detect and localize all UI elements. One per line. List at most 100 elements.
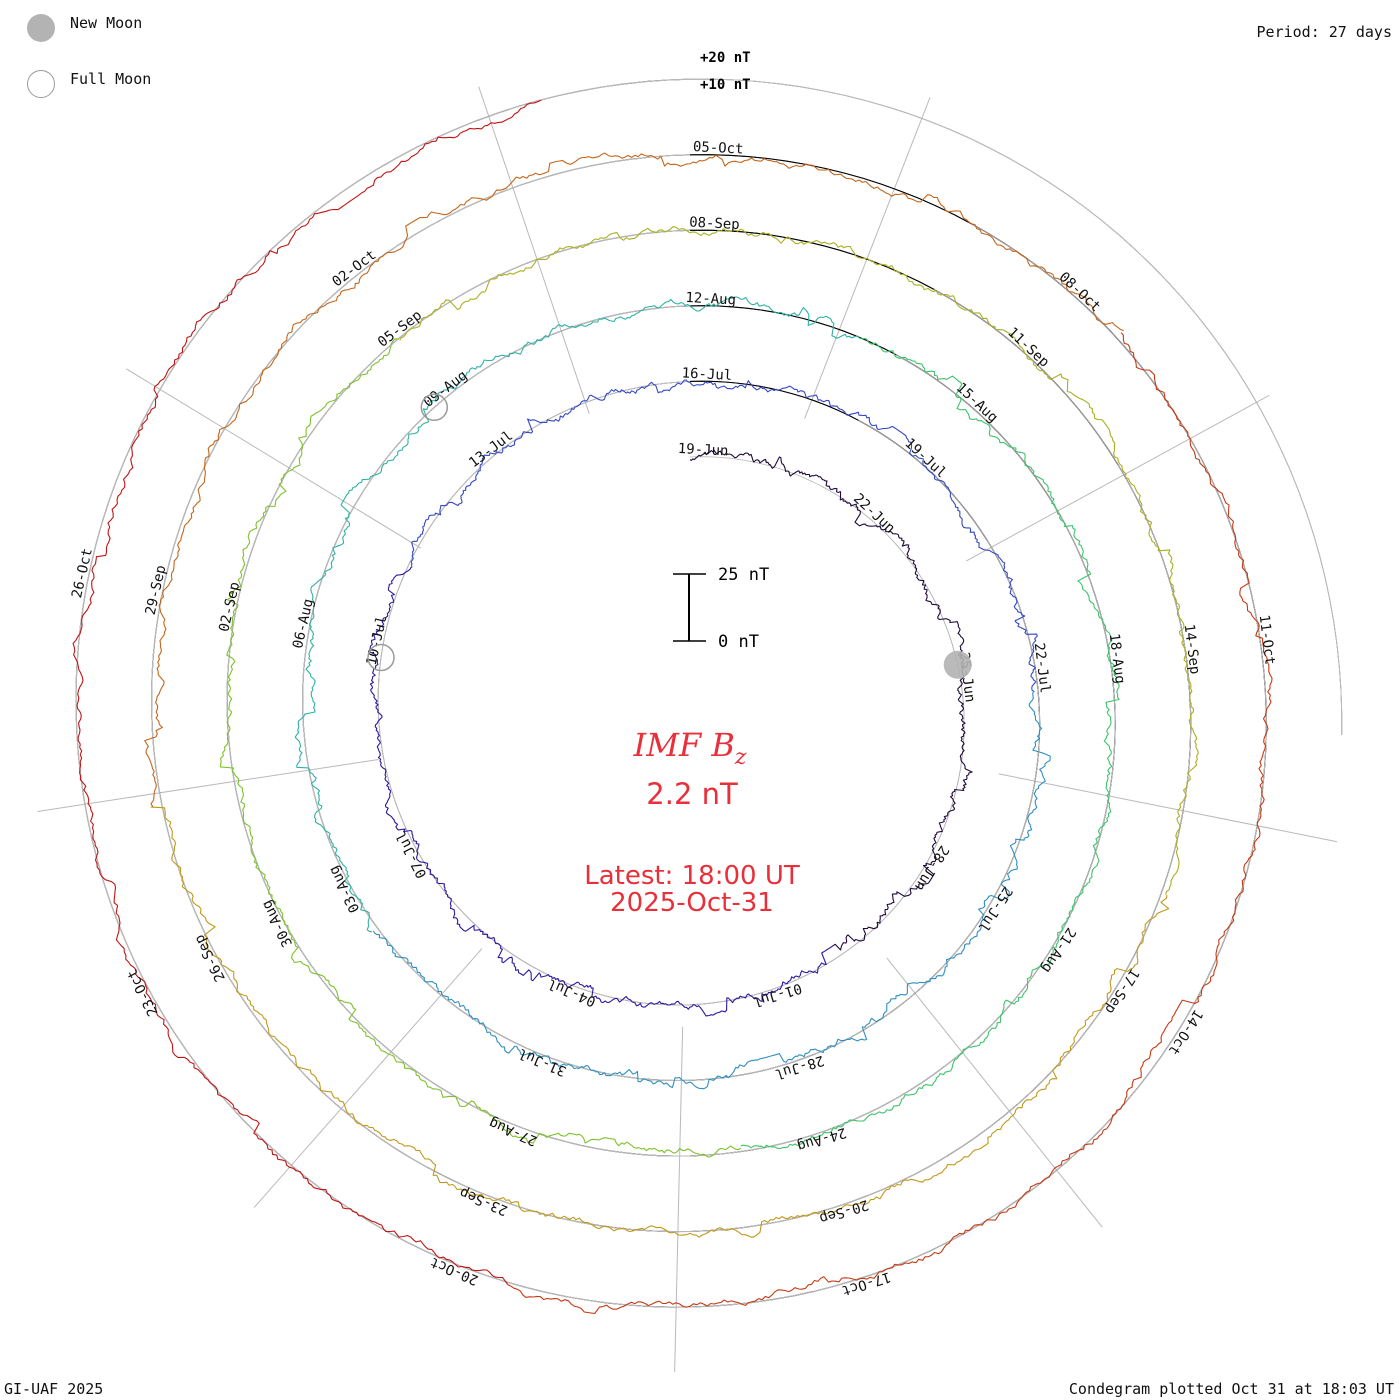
grid-ring-52 <box>75 78 1343 1308</box>
latest-date: 2025-Oct-31 <box>610 888 774 918</box>
bz-series-segment-10 <box>507 332 1273 1315</box>
grid-ring-53 <box>75 78 1343 1308</box>
date-tick-label-4-5: 20-Oct <box>428 1253 481 1287</box>
date-tick-label-4-0: 05-Oct <box>693 139 744 158</box>
date-tick-label-2-3: 21-Aug <box>1038 924 1079 975</box>
bz-series-segment-2 <box>410 379 1038 693</box>
date-tick-label-2-5: 27-Aug <box>487 1114 540 1148</box>
bz-series-segment-0 <box>689 449 973 951</box>
bz-series-segment-9 <box>144 152 1124 807</box>
zero-baseline-24 <box>226 229 1116 1157</box>
bz-series-segment-5 <box>740 337 1120 1150</box>
scale-bar: 25 nT 0 nT <box>673 565 769 652</box>
date-tick-label-2-6: 30-Aug <box>259 897 296 949</box>
date-tick-label-0-5: 04-Jul <box>545 975 598 1009</box>
grid-ring-49 <box>75 78 1267 1308</box>
date-tick-label-1-0: 16-Jul <box>681 365 732 384</box>
bz-series-segment-8 <box>150 806 1170 1238</box>
date-tick-label-1-7: 06-Aug <box>290 597 317 650</box>
date-tick-label-3-0: 08-Sep <box>689 215 740 234</box>
date-tick-label-1-8: 09-Aug <box>421 368 471 411</box>
radial-grid-line-4 <box>674 1026 684 1372</box>
date-tick-label-3-6: 26-Sep <box>191 932 228 984</box>
moon-layer <box>367 393 972 679</box>
date-tick-label-3-8: 02-Oct <box>329 247 379 290</box>
date-tick-label-2-0: 12-Aug <box>685 290 736 309</box>
date-tick-label-0-4: 01-Jul <box>751 980 804 1010</box>
date-tick-label-3-2: 14-Sep <box>1181 623 1203 675</box>
date-tick-label-2-2: 18-Aug <box>1106 633 1128 685</box>
grid-ring-51 <box>75 78 1343 1308</box>
period-label: Period: 27 days <box>1256 23 1392 41</box>
date-tick-label-3-4: 20-Sep <box>817 1196 870 1226</box>
new-moon-legend-icon <box>27 14 55 42</box>
grid-ring-13 <box>302 305 1041 1081</box>
bz-series-segment-6 <box>219 338 742 1158</box>
grid-ring-59 <box>376 78 1343 735</box>
series-layer <box>72 99 1273 1315</box>
grid-ring-55 <box>75 78 1343 1234</box>
center-title-subscript: z <box>734 745 747 770</box>
center-title-main: IMF B <box>633 726 735 764</box>
scale-label-plus10: +10 nT <box>700 77 751 93</box>
latest-time: Latest: 18:00 UT <box>584 861 800 891</box>
grid-layer <box>37 78 1343 1372</box>
date-tick-label-2-8: 05-Sep <box>375 307 425 350</box>
radial-grid-line-1 <box>966 394 1270 562</box>
date-tick-label-4-4: 17-Oct <box>840 1268 893 1298</box>
date-tick-label-4-2: 11-Oct <box>1256 614 1278 666</box>
date-tick-label-0-8: 13-Jul <box>466 428 516 471</box>
full-moon-marker-1 <box>367 643 395 672</box>
date-tick-label-0-0: 19-Jun <box>677 441 728 460</box>
grid-ring-57 <box>75 78 1343 735</box>
date-tick-label-4-1: 08-Oct <box>1056 269 1104 315</box>
full-moon-marker-3 <box>420 393 449 422</box>
grid-ring-41 <box>151 154 1267 1233</box>
bz-series-segment-4 <box>294 296 860 933</box>
grid-ring-14 <box>302 305 1053 1081</box>
scale-label-plus20: +20 nT <box>700 50 751 66</box>
date-tick-label-0-1: 22-Jun <box>850 491 898 537</box>
bz-series-segment-7 <box>399 226 1199 895</box>
date-tick-label-2-4: 24-Aug <box>795 1124 848 1154</box>
date-tick-label-3-5: 23-Sep <box>457 1184 510 1218</box>
date-tick-label-0-3: 28-Jun <box>911 842 952 893</box>
center-readout: IMF Bz 2.2 nT Latest: 18:00 UT 2025-Oct-… <box>584 726 800 918</box>
new-moon-legend-label: New Moon <box>70 14 143 32</box>
radial-grid-line-7 <box>125 368 422 549</box>
date-tick-label-1-1: 19-Jul <box>901 435 949 481</box>
grid-ring-11 <box>302 365 1041 1081</box>
date-tick-label-2-7: 02-Sep <box>216 580 243 633</box>
radial-grid-line-6 <box>37 758 379 812</box>
grid-ring-26 <box>226 229 1119 1157</box>
radial-grid-line-3 <box>886 957 1103 1228</box>
grid-ring-54 <box>75 78 1343 1308</box>
radial-grid-line-5 <box>253 948 483 1208</box>
bz-series-segment-11 <box>72 99 542 1285</box>
date-tick-label-3-3: 17-Sep <box>1101 965 1142 1016</box>
date-tick-label-1-2: 22-Jul <box>1031 642 1053 694</box>
credit-label: GI-UAF 2025 <box>4 1380 104 1398</box>
date-tick-label-3-7: 29-Sep <box>143 564 170 617</box>
grid-ring-50 <box>75 78 1267 1308</box>
date-tick-label-0-6: 07-Jul <box>393 828 430 880</box>
radial-grid-line-8 <box>478 86 590 414</box>
grid-ring-39 <box>151 154 1267 1233</box>
zero-baseline-12 <box>302 305 1041 1082</box>
date-tick-label-4-6: 23-Oct <box>124 966 161 1018</box>
date-tick-label-1-6: 03-Aug <box>326 863 363 915</box>
zero-baseline-48 <box>75 78 1267 1308</box>
center-title: IMF Bz <box>633 726 747 770</box>
grid-ring-40 <box>151 154 1267 1233</box>
date-tick-label-3-1: 11-Sep <box>1004 324 1052 370</box>
bz-series-segment-1 <box>369 565 833 1017</box>
scale-bar-bottom-label: 0 nT <box>718 632 759 652</box>
date-tick-label-4-3: 14-Oct <box>1165 1006 1206 1057</box>
new-moon-marker-0 <box>943 650 972 679</box>
scale-bar-top-label: 25 nT <box>718 565 769 585</box>
date-tick-label-4-7: 26-Oct <box>69 547 96 600</box>
grid-ring-25 <box>226 229 1116 1157</box>
radial-grid-line-2 <box>998 773 1338 843</box>
date-tick-label-1-5: 31-Jul <box>516 1045 569 1079</box>
